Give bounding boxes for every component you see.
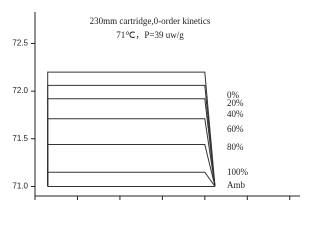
series-line — [47, 171, 216, 187]
series-line — [47, 118, 216, 187]
chart-title: 230mm cartridge,0-order kinetics — [90, 16, 211, 26]
series-line — [47, 71, 216, 187]
series-label: 100% — [227, 167, 249, 177]
chart: 230mm cartridge,0-order kinetics 71℃，P=3… — [12, 12, 300, 200]
y-tick-label: 72.0 — [12, 86, 28, 95]
page: {"chart_data": {"type": "line", "title":… — [12, 12, 300, 200]
series-label: 0% — [227, 90, 240, 100]
series-label: 80% — [227, 142, 244, 152]
series-line — [47, 144, 216, 187]
y-tick-label: 72.5 — [12, 39, 28, 48]
series-label: 20% — [227, 98, 244, 108]
y-tick-label: 71.5 — [12, 134, 28, 143]
series-line — [47, 84, 216, 187]
series-label: 60% — [227, 124, 244, 134]
series-label: 40% — [227, 109, 244, 119]
y-tick-label: 71.0 — [12, 182, 28, 191]
series-label: Amb — [227, 180, 246, 190]
series-line — [47, 98, 216, 187]
chart-subtitle: 71℃，P=39 uw/g — [116, 30, 184, 40]
